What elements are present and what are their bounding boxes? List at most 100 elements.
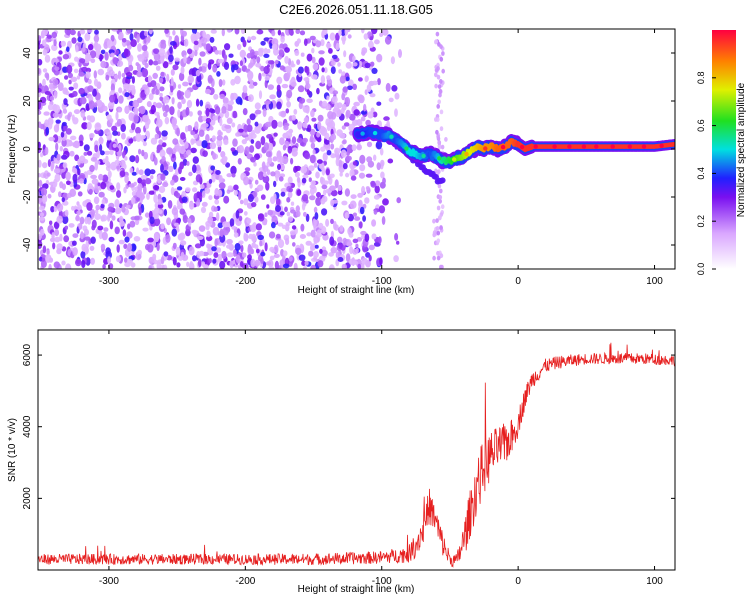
noise-blob [432, 255, 436, 261]
noise-blob [439, 253, 444, 259]
noise-blob [141, 149, 145, 157]
noise-blob [142, 114, 149, 123]
noise-blob [226, 252, 234, 258]
signal-peak [372, 130, 378, 136]
noise-blob [159, 149, 166, 158]
noise-blob [214, 199, 220, 205]
noise-blob [435, 226, 440, 231]
noise-blob [354, 216, 361, 221]
noise-blob [371, 80, 378, 86]
noise-blob [343, 50, 347, 58]
noise-blob [320, 127, 328, 136]
noise-blob [304, 152, 311, 160]
noise-blob [128, 183, 136, 188]
noise-blob [257, 234, 265, 241]
noise-blob [313, 237, 318, 245]
noise-blob [437, 84, 442, 89]
noise-blob [234, 29, 240, 35]
noise-blob [129, 84, 136, 90]
noise-blob [173, 161, 177, 170]
noise-blob [138, 148, 142, 155]
noise-blob [66, 180, 71, 186]
noise-blob [103, 227, 109, 232]
noise-blob [136, 196, 140, 202]
noise-blob [208, 258, 212, 264]
noise-blob [81, 259, 86, 269]
noise-blob [218, 174, 223, 184]
noise-blob [58, 191, 62, 198]
noise-blob [295, 29, 301, 34]
noise-blob [161, 130, 168, 137]
noise-blob [65, 171, 71, 181]
noise-blob [112, 57, 119, 65]
noise-blob [141, 68, 149, 78]
noise-blob [301, 202, 306, 211]
noise-blob [178, 72, 185, 82]
noise-blob [263, 53, 270, 59]
noise-blob [351, 144, 357, 152]
noise-blob [184, 141, 189, 149]
noise-blob [133, 236, 141, 242]
noise-blob [192, 187, 198, 193]
noise-blob [100, 203, 105, 209]
noise-blob [285, 65, 292, 70]
noise-blob [38, 159, 42, 168]
noise-blob [225, 162, 231, 168]
noise-blob [42, 194, 47, 204]
noise-blob [437, 140, 442, 146]
noise-blob [374, 39, 380, 45]
noise-blob [163, 208, 168, 217]
noise-blob [311, 74, 318, 80]
noise-blob [434, 117, 438, 122]
noise-blob [216, 71, 221, 77]
noise-blob [119, 215, 124, 223]
noise-blob [224, 124, 232, 129]
noise-blob [377, 78, 381, 86]
noise-blob [254, 259, 260, 267]
noise-blob [364, 233, 370, 242]
noise-blob [226, 29, 232, 33]
noise-blob [345, 109, 351, 118]
noise-blob [124, 174, 129, 184]
noise-blob [48, 83, 54, 90]
noise-blob [264, 242, 268, 252]
snr-panel: -300 -200 -100 0 100 2000 4000 6000 Height of … [7, 329, 676, 595]
noise-blob [96, 43, 102, 52]
noise-blob [338, 69, 343, 74]
noise-blob [62, 162, 68, 169]
noise-blob [235, 132, 241, 137]
noise-blob [97, 225, 104, 231]
noise-blob [312, 218, 317, 228]
noise-blob [83, 151, 88, 156]
noise-blob [271, 119, 278, 129]
noise-blob [301, 194, 309, 202]
noise-blob [300, 52, 305, 57]
noise-blob [290, 60, 294, 67]
noise-blob [323, 180, 329, 185]
noise-blob [361, 29, 365, 34]
signal-peak [360, 131, 365, 136]
noise-blob [171, 97, 175, 105]
noise-blob [284, 223, 290, 232]
noise-blob [264, 212, 268, 217]
noise-blob [302, 174, 309, 179]
noise-blob [68, 79, 72, 85]
noise-blob [148, 190, 155, 195]
snr-y-label: SNR (10 * v/v) [7, 418, 18, 482]
noise-blob [145, 177, 152, 185]
noise-blob [65, 128, 72, 135]
noise-blob [175, 246, 181, 256]
noise-blob [203, 264, 209, 269]
noise-blob [94, 49, 101, 59]
noise-blob [336, 129, 343, 137]
noise-blob [305, 213, 310, 222]
noise-blob [355, 243, 359, 249]
noise-blob [130, 243, 137, 252]
noise-blob [262, 175, 270, 184]
noise-blob [78, 134, 84, 143]
noise-blob [267, 209, 274, 216]
noise-blob [110, 34, 115, 42]
noise-blob [285, 130, 293, 139]
noise-blob [53, 124, 60, 133]
noise-blob [38, 42, 41, 50]
